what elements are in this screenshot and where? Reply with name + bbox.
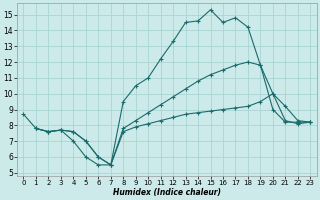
X-axis label: Humidex (Indice chaleur): Humidex (Indice chaleur) <box>113 188 221 197</box>
